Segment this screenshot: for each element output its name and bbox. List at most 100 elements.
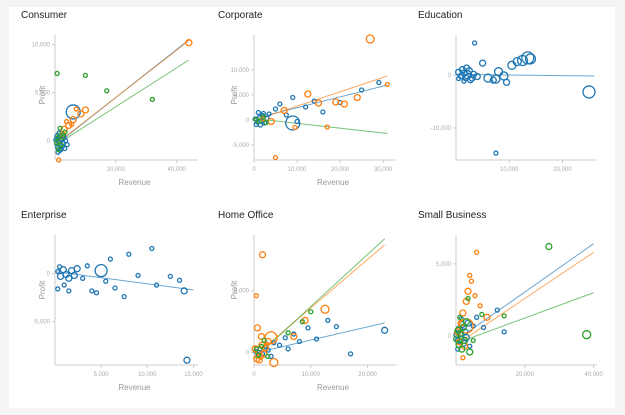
y-axis-label: Profit	[230, 280, 239, 299]
orange-data-point	[477, 303, 483, 309]
green-data-point	[458, 345, 466, 353]
green-data-point	[263, 119, 269, 126]
blue-data-point	[502, 78, 511, 86]
x-tick-label: 20,000	[358, 372, 377, 378]
orange-data-point	[320, 304, 330, 314]
orange-data-point	[56, 157, 62, 163]
blue-data-point	[282, 335, 288, 341]
orange-data-point	[185, 39, 193, 47]
green-data-point	[462, 318, 470, 326]
y-axis-label: Profit	[38, 280, 47, 299]
x-tick-label: 20,000	[553, 167, 572, 173]
x-tick-label: 30,000	[374, 167, 393, 173]
orange-data-point	[460, 355, 466, 361]
green-data-point	[255, 352, 262, 358]
green-data-point	[58, 141, 64, 148]
blue-data-point	[473, 72, 481, 81]
chart-title: Enterprise	[21, 210, 67, 221]
x-tick-label: 20,000	[107, 167, 126, 173]
orange-data-point	[467, 272, 473, 279]
blue-data-point	[277, 101, 283, 107]
chart-1: Consumer 20,000 40,000 10,000 5,000 0 Revenue P…	[21, 10, 198, 187]
chart-title: Consumer	[21, 10, 68, 21]
chart-6: Small Business 20,000 40,000 5,000 0	[418, 210, 603, 378]
blue-data-point	[84, 263, 90, 269]
blue-data-point	[466, 76, 475, 84]
green-data-point	[545, 242, 553, 251]
chart-3: Education 10,000 20,000 0 -10,000	[418, 10, 597, 173]
orange-data-point	[324, 124, 330, 130]
x-tick-label: 20,000	[516, 372, 535, 378]
x-tick-label: 40,000	[584, 372, 603, 378]
x-axis-label: Revenue	[118, 178, 151, 187]
x-tick-label: 5,000	[94, 372, 110, 378]
orange-data-point	[73, 106, 79, 112]
x-tick-label: 10,000	[500, 167, 519, 173]
blue-data-point	[493, 150, 499, 156]
blue-data-point	[347, 351, 354, 357]
orange-data-point	[384, 81, 391, 88]
green-data-point	[479, 311, 485, 318]
green-data-point	[104, 88, 110, 94]
green-data-point	[308, 309, 314, 315]
orange-data-point	[258, 251, 267, 259]
green-data-point	[55, 146, 61, 153]
y-tick-label: 5,000	[436, 262, 452, 268]
blue-data-point	[512, 56, 522, 67]
x-tick-label: 0	[252, 372, 256, 378]
green-data-point	[260, 114, 267, 120]
blue-trend-line	[54, 271, 194, 291]
blue-data-point	[135, 272, 141, 279]
green-data-point	[457, 314, 463, 320]
blue-data-point	[103, 278, 109, 284]
blue-data-point	[65, 104, 81, 120]
blue-data-point	[358, 87, 365, 93]
blue-data-point	[55, 268, 61, 275]
chart-title: Small Business	[418, 210, 486, 221]
orange-trend-line	[253, 244, 385, 357]
orange-data-point	[63, 118, 70, 125]
orange-data-point	[365, 34, 375, 44]
blue-trend-line	[253, 322, 385, 354]
orange-data-point	[69, 115, 77, 124]
blue-data-point	[93, 290, 100, 296]
orange-data-point	[483, 313, 491, 321]
green-data-point	[54, 70, 60, 77]
chart-5: Home Office 0 10,000 20,000 5,000 0 Revenue Pro…	[218, 210, 396, 392]
orange-trend-line	[54, 40, 190, 146]
orange-data-point	[472, 293, 478, 299]
blue-data-point	[126, 251, 132, 257]
green-trend-line	[455, 292, 594, 344]
blue-data-point	[325, 317, 331, 324]
orange-data-point	[77, 110, 85, 118]
chart-2: Corporate 0 10,000 20,000 30,000 10,000 5,000 0…	[218, 10, 396, 187]
blue-data-point	[183, 356, 191, 364]
green-trend-line	[253, 118, 388, 134]
y-tick-label: 0	[448, 334, 452, 340]
orange-data-point	[81, 106, 90, 114]
green-data-point	[264, 353, 271, 359]
y-tick-label: -10,000	[431, 126, 452, 132]
green-data-point	[460, 336, 469, 345]
orange-data-point	[290, 332, 298, 341]
orange-trend-line	[455, 251, 594, 346]
orange-data-point	[267, 117, 275, 126]
chart-panel	[9, 7, 615, 408]
blue-data-point	[313, 336, 320, 342]
blue-data-point	[462, 64, 471, 72]
chart-title: Education	[418, 10, 462, 21]
green-data-point	[459, 323, 467, 332]
chart-title: Home Office	[218, 210, 274, 221]
blue-data-point	[61, 282, 67, 288]
orange-data-point	[269, 357, 279, 368]
green-data-point	[466, 348, 474, 356]
orange-data-point	[340, 100, 349, 108]
green-trend-line	[54, 59, 190, 146]
blue-data-point	[55, 286, 61, 292]
blue-data-point	[456, 75, 462, 82]
blue-data-point	[501, 329, 507, 335]
y-tick-label: 0	[47, 139, 51, 145]
y-tick-label: -5,000	[232, 143, 250, 149]
x-axis-label: Revenue	[118, 383, 151, 392]
green-data-point	[456, 329, 465, 337]
